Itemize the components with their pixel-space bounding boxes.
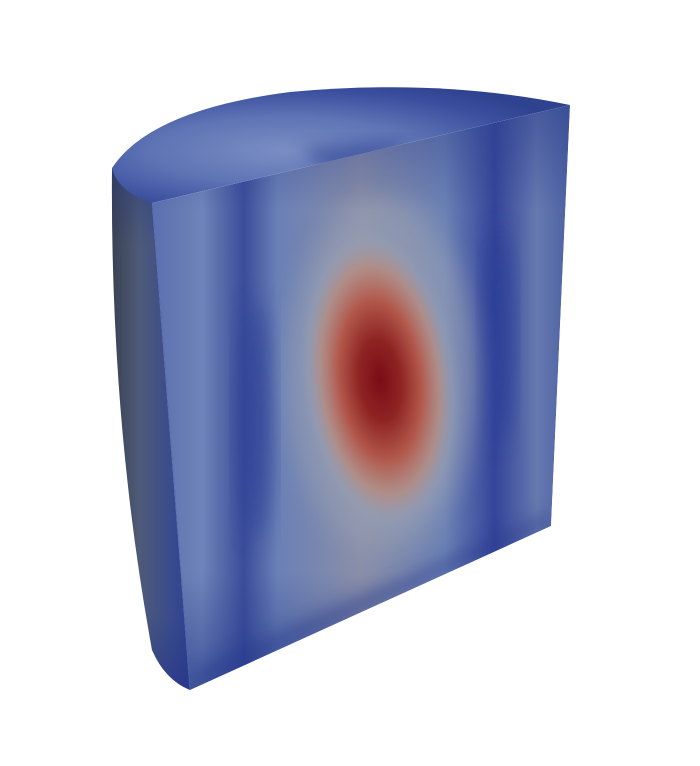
- cut-plane-face: [152, 105, 570, 690]
- outer-curved-surface: [111, 168, 190, 690]
- front-edge: [151, 202, 191, 691]
